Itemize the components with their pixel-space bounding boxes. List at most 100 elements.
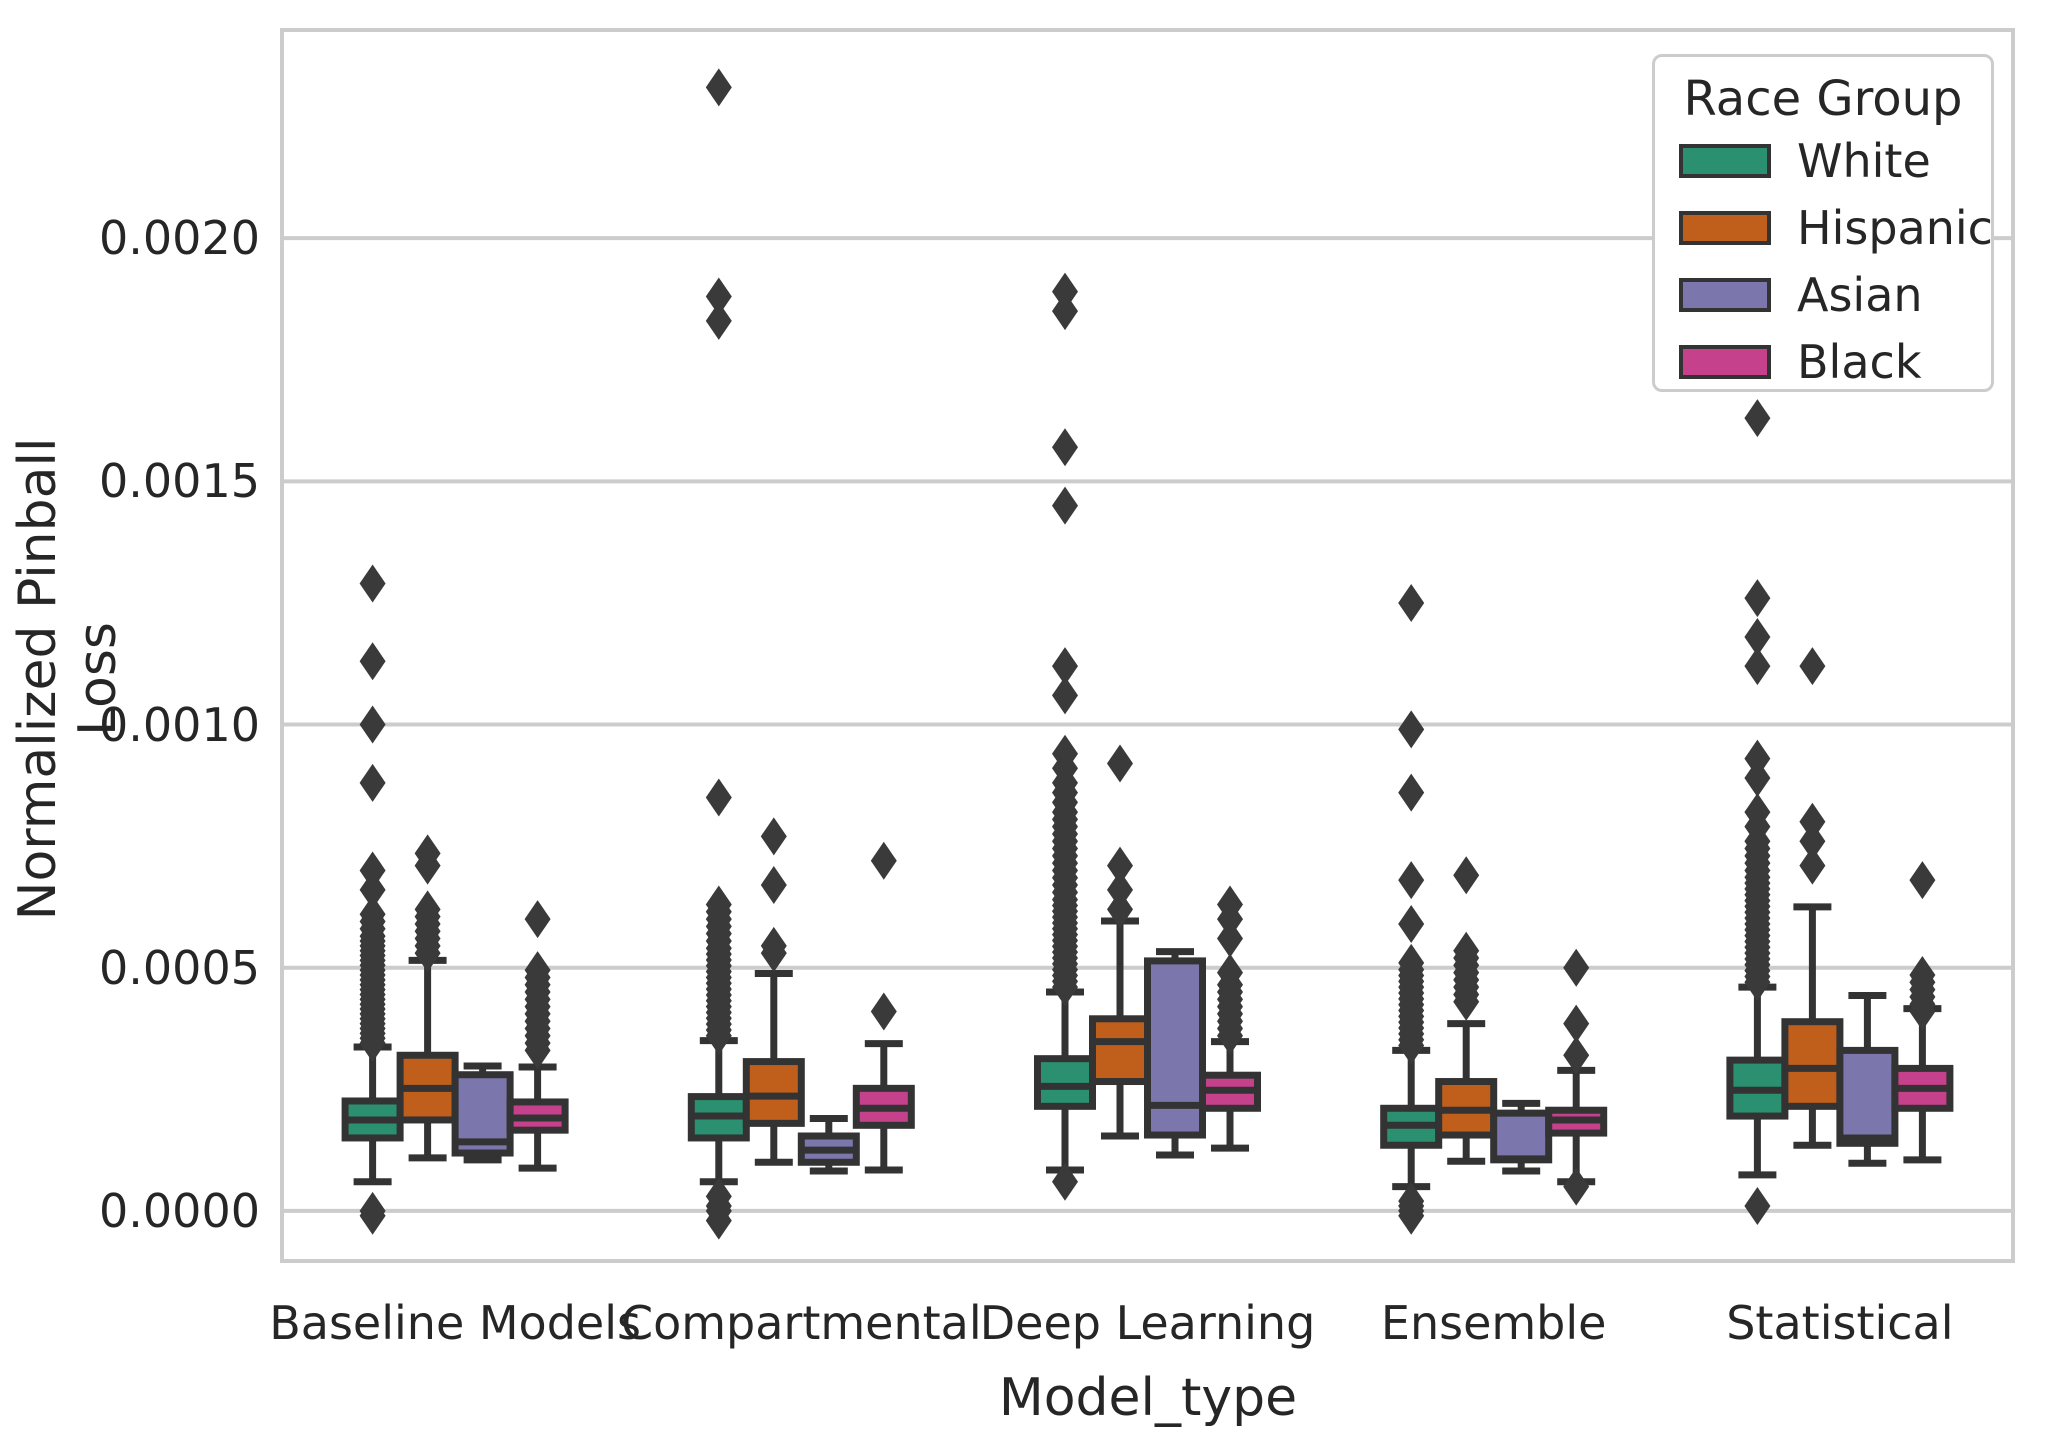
outlier-diamond (1052, 272, 1078, 311)
legend-entry-hispanic: Hispanic (1655, 194, 1993, 261)
legend-entries: White Hispanic Asian Black (1655, 127, 1993, 395)
outlier-diamond (1398, 583, 1425, 622)
outlier-diamond (705, 301, 732, 340)
outlier-diamond (1398, 943, 1425, 982)
outlier-diamond (705, 1201, 732, 1240)
box-hispanic-statistical (1781, 1018, 1844, 1110)
outlier-diamond (1799, 647, 1826, 686)
outlier-diamond (870, 841, 897, 880)
x-category-label: Statistical (1726, 1296, 1954, 1350)
outlier-diamond (1744, 759, 1771, 798)
outlier-diamond (414, 890, 441, 929)
outlier-diamond (1909, 956, 1936, 995)
box-asian-statistical (1836, 1046, 1899, 1147)
outlier-diamond (1217, 919, 1243, 958)
outlier-diamond (1398, 904, 1425, 943)
legend-label: Black (1797, 334, 1922, 389)
outlier-diamond (359, 705, 386, 744)
y-tick-label: 0.0005 (99, 940, 260, 995)
outlier-diamond (1398, 1196, 1425, 1235)
outlier-diamond (1744, 1187, 1771, 1226)
outlier-diamond (1453, 856, 1480, 895)
legend-label: Asian (1797, 267, 1923, 322)
legend-swatch-black (1679, 344, 1771, 379)
outlier-diamond (705, 885, 732, 924)
legend-title: Race Group (1683, 71, 1963, 127)
outlier-diamond (1799, 846, 1826, 885)
y-tick-label: 0.0015 (99, 454, 260, 509)
outlier-diamond (1799, 822, 1826, 861)
outlier-diamond (524, 951, 551, 990)
outlier-diamond (1052, 292, 1078, 331)
outlier-diamond (760, 926, 787, 965)
outlier-diamond (1052, 486, 1078, 525)
outlier-diamond (705, 778, 732, 817)
box-asian-ensemble (1490, 1109, 1553, 1164)
outlier-diamond (1052, 1162, 1078, 1201)
plot-frame (280, 28, 2015, 1263)
legend-entry-asian: Asian (1655, 261, 1991, 328)
legend-swatch-asian (1679, 277, 1771, 312)
box-asian-deep-learning (1144, 957, 1206, 1139)
outlier-diamond (1398, 861, 1425, 900)
outlier-diamond (1744, 399, 1771, 438)
outlier-diamond (1744, 793, 1771, 832)
outlier-diamond (359, 763, 386, 802)
y-tick-label: 0.0000 (99, 1183, 260, 1238)
outlier-diamond (705, 277, 732, 316)
box-white-deep-learning (1034, 1055, 1096, 1110)
outlier-diamond (1052, 428, 1078, 467)
outlier-diamond (1563, 948, 1590, 987)
outlier-diamond (359, 564, 386, 603)
outlier-diamond (1398, 710, 1425, 749)
outlier-diamond (1909, 861, 1936, 900)
outlier-diamond (1107, 846, 1133, 885)
x-axis-title: Model_type (998, 1368, 1298, 1428)
outlier-diamond (1052, 734, 1078, 773)
outlier-diamond (1563, 1004, 1590, 1043)
outlier-diamond (1563, 1036, 1590, 1075)
box-hispanic-deep-learning (1089, 1015, 1151, 1086)
legend-label: White (1797, 133, 1931, 188)
outlier-diamond (1107, 870, 1133, 909)
y-tick-label: 0.0020 (99, 211, 260, 266)
legend-entry-white: White (1655, 127, 1991, 194)
outlier-diamond (1744, 579, 1771, 618)
x-category-label: Deep Learning (979, 1296, 1316, 1350)
outlier-diamond (1217, 953, 1243, 992)
outlier-diamond (1453, 931, 1480, 970)
outlier-diamond (760, 866, 787, 905)
outlier-diamond (1744, 739, 1771, 778)
outlier-diamond (760, 817, 787, 856)
outlier-diamond (359, 870, 386, 909)
legend: Race Group White Hispanic Asian Black (1652, 54, 1994, 392)
outlier-diamond (359, 895, 386, 934)
outlier-diamond (1107, 744, 1133, 783)
legend-swatch-hispanic (1679, 210, 1771, 245)
legend-entry-black: Black (1655, 328, 1991, 395)
outlier-diamond (1744, 647, 1771, 686)
outlier-diamond (1744, 617, 1771, 656)
legend-label: Hispanic (1797, 200, 1993, 255)
x-category-label: Ensemble (1380, 1296, 1607, 1350)
outlier-diamond (359, 1196, 386, 1235)
outlier-diamond (870, 992, 897, 1031)
outlier-diamond (1052, 647, 1078, 686)
outlier-diamond (359, 851, 386, 890)
outlier-diamond (1398, 773, 1425, 812)
outlier-diamond (1052, 676, 1078, 715)
outlier-diamond (359, 642, 386, 681)
outlier-diamond (414, 834, 441, 873)
legend-swatch-white (1679, 143, 1771, 178)
y-tick-label: 0.0010 (99, 697, 260, 752)
x-category-label: Compartmental (620, 1296, 982, 1350)
x-category-label: Baseline Models (269, 1296, 641, 1350)
outlier-diamond (1563, 1167, 1590, 1206)
outlier-diamond (1799, 802, 1826, 841)
outlier-diamond (705, 68, 732, 107)
outlier-diamond (524, 900, 551, 939)
outlier-diamond (1217, 885, 1243, 924)
outlier-diamond (1107, 890, 1133, 929)
